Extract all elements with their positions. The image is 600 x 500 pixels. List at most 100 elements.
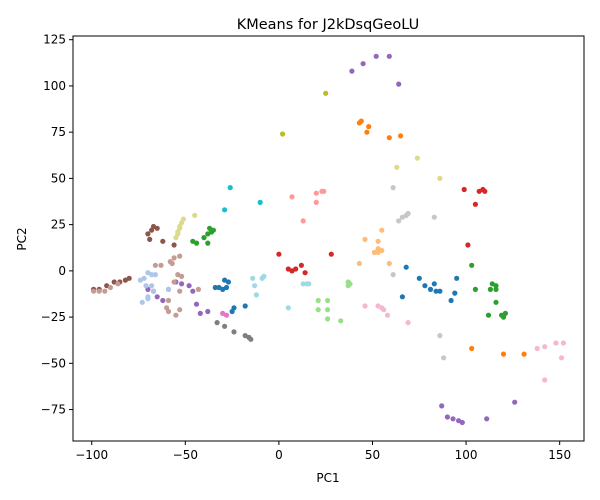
data-point [315,307,321,313]
data-point [139,299,145,305]
data-point [280,131,286,137]
y-tick-label: 75 [51,125,66,139]
data-point [315,297,321,304]
data-point [386,260,392,267]
data-point [313,199,319,205]
data-point [222,323,228,329]
data-point [431,214,437,220]
data-point [493,299,499,305]
data-point [386,135,392,141]
data-point [150,288,157,294]
data-point [171,242,177,248]
data-point [450,416,456,422]
data-point [149,283,155,289]
data-point [152,272,158,278]
data-point [427,286,434,292]
x-axis-label: PC1 [316,471,339,485]
data-point [375,238,381,244]
data-point [414,155,420,161]
data-point [229,308,235,315]
data-point [175,229,181,235]
data-point [325,297,331,304]
chart-title: KMeans for J2kDsqGeoLU [237,17,420,33]
data-point [386,53,392,59]
data-point [145,296,151,302]
data-point [444,414,450,420]
data-point [321,188,327,194]
data-point [364,129,370,135]
data-point [553,340,559,346]
data-point [154,294,160,300]
data-point [362,303,368,309]
data-point [201,235,207,241]
data-point [197,310,203,316]
data-point [186,283,192,289]
data-point [177,307,183,313]
data-point [366,124,372,130]
data-point [390,185,396,191]
data-point [195,286,201,292]
data-point [469,262,475,268]
data-point [223,312,230,318]
data-point [179,281,185,287]
data-point [437,175,443,181]
data-point [205,231,211,237]
data-point [242,303,248,309]
y-tick-label: 50 [51,171,66,185]
data-point [298,262,304,268]
data-point [222,207,228,213]
data-point [302,270,308,276]
data-point [190,288,196,294]
data-point [154,225,160,231]
data-point [250,275,256,281]
data-point [487,286,493,292]
data-point [472,201,478,207]
data-point [137,277,143,283]
data-point [345,283,351,289]
data-point [489,281,495,287]
data-point [171,255,177,261]
data-point [143,283,149,289]
data-point [248,336,254,342]
data-point [362,236,368,242]
data-point [403,264,409,270]
data-point [173,312,179,318]
data-point [323,90,329,96]
data-point [225,279,231,285]
data-point [416,275,422,281]
data-point [147,236,153,242]
data-point [484,416,490,422]
y-tick-label: −50 [41,356,66,370]
data-point [227,185,233,191]
data-point [325,316,331,322]
data-point [521,351,527,357]
data-point [169,260,175,267]
data-point [276,251,282,257]
x-tick-label: 150 [548,448,571,462]
data-point [338,318,344,324]
data-point [165,297,172,304]
data-point [205,240,211,246]
data-point [452,290,458,296]
data-point [193,301,200,307]
data-point [394,164,400,170]
data-point [379,227,385,233]
data-point [454,275,460,281]
data-point [253,292,259,298]
data-point [396,81,402,87]
data-point [190,238,196,244]
data-point [102,288,108,294]
data-point [325,307,331,313]
data-point [422,283,428,289]
data-point [465,242,471,248]
data-point [399,294,405,300]
y-tick-label: −25 [41,310,66,324]
data-point [459,419,465,426]
y-tick-label: 0 [58,264,66,278]
data-point [122,277,128,283]
points-layer [91,53,567,426]
data-point [441,355,447,361]
data-point [160,238,166,244]
y-tick-label: −75 [41,403,66,417]
